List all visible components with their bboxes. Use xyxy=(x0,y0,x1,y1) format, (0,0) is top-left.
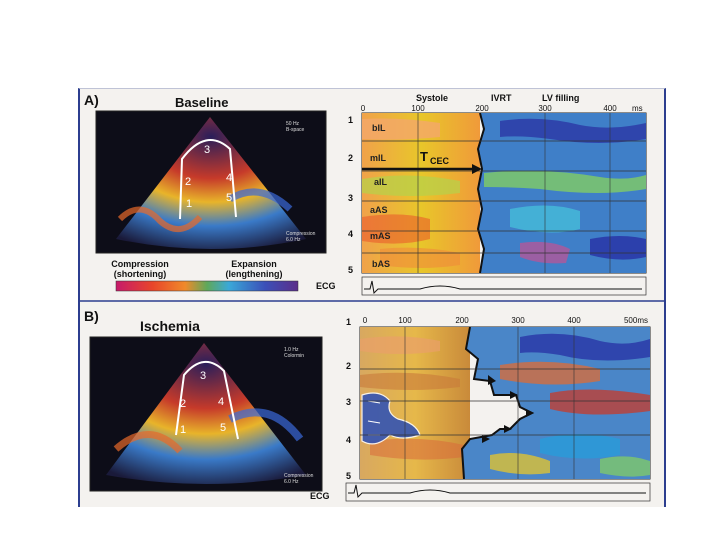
a-row-3: 3 xyxy=(348,193,353,203)
b-row-5: 5 xyxy=(346,471,351,481)
panel-a-echo-image: 3 2 4 1 5 50 Hz B-space Compression 6.0 … xyxy=(95,110,327,254)
b-tick-400: 400 xyxy=(567,316,581,325)
phase-ivrt: IVRT xyxy=(491,93,512,103)
panel-a-letter: A) xyxy=(84,92,99,108)
a-row-4: 4 xyxy=(348,229,353,239)
panel-a-echo-info-bottom-2: 6.0 Hz xyxy=(286,237,301,243)
b-tick-100: 100 xyxy=(398,316,412,325)
b-tick-0: 0 xyxy=(363,316,368,325)
seg-aas: aAS xyxy=(370,205,388,215)
phase-systole: Systole xyxy=(416,93,448,103)
legend-compression: Compression xyxy=(111,259,169,269)
panel-a-strain-map: Systole IVRT LV filling 0 100 200 300 40… xyxy=(348,93,647,275)
panel-b-echo-seg-4: 4 xyxy=(218,396,224,408)
legend-expansion: Expansion xyxy=(231,259,277,269)
b-tick-200: 200 xyxy=(455,316,469,325)
legend-compression-sub: (shortening) xyxy=(114,269,167,279)
tcec-arrowhead xyxy=(472,164,482,174)
panel-a-ecg: ECG xyxy=(316,276,647,296)
tcec-main: T xyxy=(420,149,428,164)
legend-expansion-sub: (lengthening) xyxy=(226,269,283,279)
panel-b-echo-info-bottom-1: Compression xyxy=(284,473,314,479)
panel-a-echo-seg-3: 3 xyxy=(204,144,210,156)
panel-b-echo-seg-2: 2 xyxy=(180,398,186,410)
a-time-unit: ms xyxy=(632,104,643,113)
a-tick-0: 0 xyxy=(361,104,366,113)
ischemic-region-outline xyxy=(361,392,421,445)
b-ecg-label: ECG xyxy=(310,491,330,501)
phase-lv-filling: LV filling xyxy=(542,93,579,103)
panel-b-echo-info-bottom-2: 6.0 Hz xyxy=(284,479,299,485)
b-tick-300: 300 xyxy=(511,316,525,325)
panel-b-ecg: ECG xyxy=(310,482,651,502)
a-tick-100: 100 xyxy=(411,104,425,113)
panel-a-title: Baseline xyxy=(175,95,228,110)
a-tick-300: 300 xyxy=(538,104,552,113)
seg-bil: bIL xyxy=(372,123,386,133)
tcec-sub: CEC xyxy=(430,156,450,166)
a-tick-200: 200 xyxy=(475,104,489,113)
panel-a-echo-seg-2: 2 xyxy=(185,176,191,188)
a-tick-400: 400 xyxy=(603,104,617,113)
panel-a-echo-seg-5: 5 xyxy=(226,192,232,204)
a-ecg-label: ECG xyxy=(316,281,336,291)
panel-a-echo-seg-4: 4 xyxy=(226,172,232,184)
seg-bas: bAS xyxy=(372,259,390,269)
panel-b-echo-seg-5: 5 xyxy=(220,422,226,434)
b-tick-500: 500ms xyxy=(624,316,648,325)
seg-ail: aIL xyxy=(374,177,388,187)
panel-a-echo-info-bottom-1: Compression xyxy=(286,231,316,237)
b-row-4: 4 xyxy=(346,435,351,445)
panel-b-strain-map: 0 100 200 300 400 500ms xyxy=(346,316,651,481)
seg-mil: mIL xyxy=(370,153,387,163)
panel-a-echo-seg-1: 1 xyxy=(186,198,192,210)
panel-b-title: Ischemia xyxy=(140,318,200,334)
figure: A) Baseline 3 2 4 1 5 50 Hz B-space Comp… xyxy=(78,88,666,507)
panel-b-echo-info-top-1: 1.0 Hz xyxy=(284,347,299,353)
panel-b-echo-image: 3 2 4 1 5 1.0 Hz Colormin Compression 6.… xyxy=(89,336,323,492)
panel-a-echo-info-top-1: 50 Hz xyxy=(286,121,300,127)
panel-b-letter: B) xyxy=(84,308,99,324)
panel-b-echo-seg-3: 3 xyxy=(200,370,206,382)
panel-a-color-legend: Compression (shortening) Expansion (leng… xyxy=(111,259,299,292)
panel-b: B) Ischemia 3 2 4 1 5 1.0 Hz Colormin Co… xyxy=(84,308,651,502)
panel-b-echo-seg-1: 1 xyxy=(180,424,186,436)
b-row-3: 3 xyxy=(346,397,351,407)
b-row-1: 1 xyxy=(346,317,351,327)
seg-mas: mAS xyxy=(370,231,391,241)
b-row-2: 2 xyxy=(346,361,351,371)
a-row-5: 5 xyxy=(348,265,353,275)
a-row-1: 1 xyxy=(348,115,353,125)
legend-color-bar xyxy=(115,280,299,292)
panel-a: A) Baseline 3 2 4 1 5 50 Hz B-space Comp… xyxy=(84,92,647,296)
panel-b-echo-info-top-2: Colormin xyxy=(284,353,304,359)
figure-svg: A) Baseline 3 2 4 1 5 50 Hz B-space Comp… xyxy=(80,92,664,502)
a-row-2: 2 xyxy=(348,153,353,163)
panel-a-echo-info-top-2: B-space xyxy=(286,127,305,133)
